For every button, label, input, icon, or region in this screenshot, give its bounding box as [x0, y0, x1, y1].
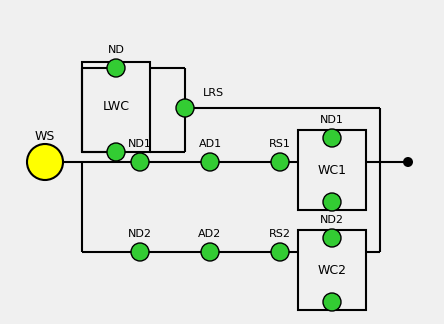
- Text: WC2: WC2: [317, 263, 346, 276]
- Circle shape: [131, 243, 149, 261]
- Text: WS: WS: [35, 130, 55, 143]
- Circle shape: [27, 144, 63, 180]
- Circle shape: [107, 143, 125, 161]
- Circle shape: [403, 157, 413, 167]
- Circle shape: [131, 153, 149, 171]
- Bar: [298, 130, 366, 210]
- Text: ND1: ND1: [128, 139, 152, 149]
- Text: RS1: RS1: [269, 139, 291, 149]
- Text: WC1: WC1: [317, 164, 346, 177]
- Circle shape: [323, 193, 341, 211]
- Bar: [82, 62, 150, 152]
- Text: LWC: LWC: [103, 100, 130, 113]
- Text: ND: ND: [107, 45, 124, 55]
- Text: LRS: LRS: [203, 88, 224, 98]
- Circle shape: [201, 153, 219, 171]
- Circle shape: [201, 243, 219, 261]
- Circle shape: [323, 229, 341, 247]
- Circle shape: [323, 129, 341, 147]
- Circle shape: [323, 293, 341, 311]
- Text: AD2: AD2: [198, 229, 222, 239]
- Circle shape: [176, 99, 194, 117]
- Text: RS2: RS2: [269, 229, 291, 239]
- Circle shape: [271, 243, 289, 261]
- Text: AD1: AD1: [198, 139, 222, 149]
- Circle shape: [107, 59, 125, 77]
- Text: ND2: ND2: [128, 229, 152, 239]
- Bar: [298, 230, 366, 310]
- Text: ND2: ND2: [320, 215, 344, 225]
- Circle shape: [271, 153, 289, 171]
- Text: ND1: ND1: [320, 115, 344, 125]
